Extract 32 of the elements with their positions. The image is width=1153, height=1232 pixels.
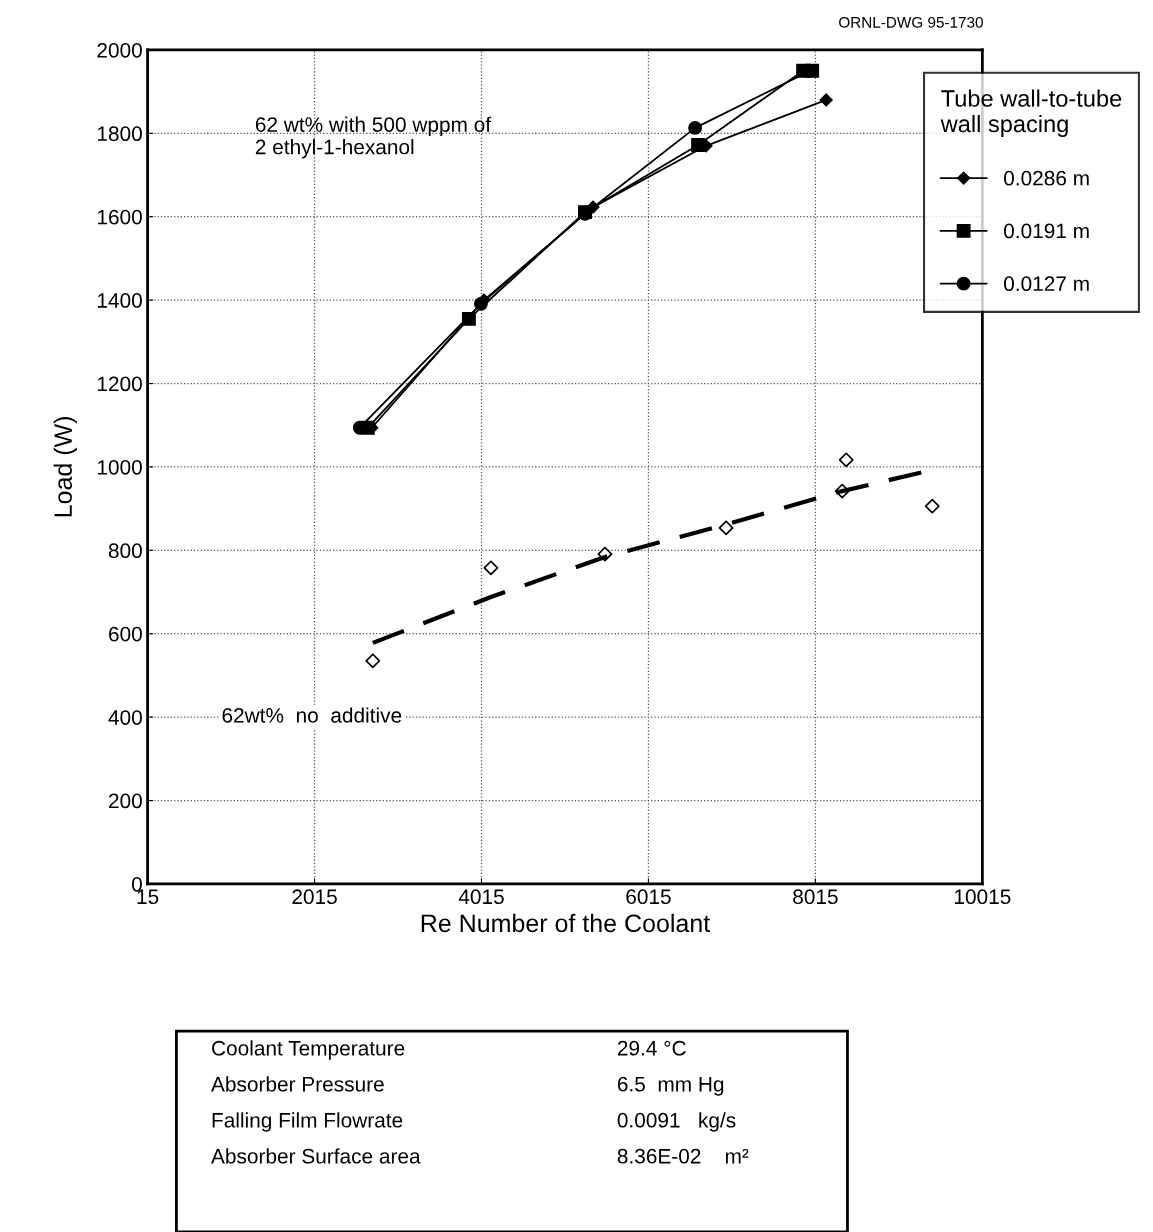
legend-label: 0.0286 m — [1004, 170, 1089, 186]
text: Coolant Temperature — [212, 1040, 405, 1060]
annotation: 62wt% no additive — [222, 707, 402, 723]
y-tick-label: 1400 — [97, 293, 142, 308]
y-tick-label: 400 — [108, 710, 142, 725]
legend-title: Tube wall-to-tube wall spacing — [940, 89, 1122, 137]
text: 0.0091 kg/s — [617, 1112, 736, 1132]
y-tick-label: 800 — [108, 543, 142, 559]
y-tick-label: 1000 — [97, 459, 142, 475]
x-tick-label: 6015 — [626, 889, 671, 905]
y-tick-label: 1600 — [97, 209, 142, 225]
x-axis-title: Re Number of the Coolant — [421, 913, 711, 933]
legend-label: 0.0127 m — [1004, 276, 1089, 292]
y-axis-title: Load (W) — [53, 417, 77, 517]
legend-label: 0.0191 m — [1004, 223, 1089, 239]
y-tick-label: 200 — [109, 793, 142, 809]
x-tick-label: 4015 — [458, 889, 504, 905]
text: Falling Film Flowrate — [212, 1112, 403, 1132]
text: Absorber Surface area — [211, 1148, 421, 1164]
text: Absorber Pressure — [211, 1076, 384, 1092]
y-tick-label: 600 — [109, 626, 142, 642]
y-tick-label: 2000 — [97, 42, 142, 58]
text: 8.36E-02 m² — [617, 1148, 749, 1164]
x-tick-label: 10015 — [954, 889, 1011, 905]
text: ORNL-DWG 95-1730 — [839, 16, 983, 28]
x-tick-label: 8015 — [793, 889, 838, 905]
text: 29.4 °C — [617, 1040, 686, 1056]
y-tick-label: 1200 — [97, 376, 142, 392]
text: 6.5 mm Hg — [617, 1076, 724, 1096]
y-tick-label: 1800 — [97, 126, 142, 142]
annotation: 62 wt% with 500 wppm of 2 ethyl-1-hexanol — [255, 116, 492, 159]
x-tick-label: 2015 — [292, 889, 337, 905]
